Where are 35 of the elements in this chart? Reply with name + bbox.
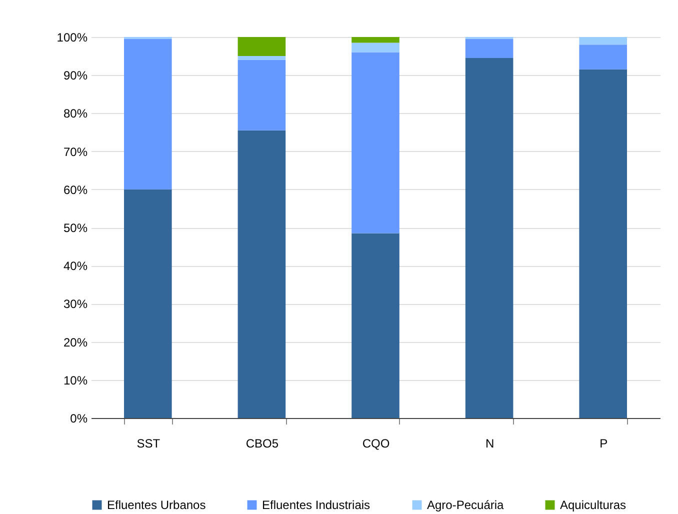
bar [465, 58, 514, 418]
x-tick-label: SST [136, 436, 161, 450]
bar [352, 52, 400, 234]
bar [238, 37, 286, 56]
bar [352, 42, 400, 52]
legend-label: Aquiculturas [560, 498, 626, 512]
y-tick-label: 40% [63, 259, 88, 274]
y-tick-label: 10% [63, 373, 88, 388]
bar [579, 37, 627, 45]
bar [465, 38, 514, 58]
x-tick-label: P [600, 436, 608, 450]
bar [579, 44, 627, 70]
y-tick-label: 80% [63, 106, 88, 121]
bar [579, 69, 627, 418]
bar [238, 60, 286, 130]
bar [352, 37, 400, 43]
x-tick-label: CBO5 [246, 436, 279, 450]
bar [124, 189, 172, 418]
bar [352, 233, 400, 418]
x-tick-label: CQO [362, 436, 390, 450]
y-tick-label: 30% [63, 297, 88, 312]
legend-label: Efluentes Urbanos [107, 498, 206, 512]
y-tick-label: 60% [63, 182, 88, 197]
y-tick-label: 50% [63, 221, 88, 235]
bar [238, 56, 286, 60]
legend-label: Efluentes Industriais [262, 498, 370, 512]
y-tick-label: 90% [63, 68, 88, 83]
bar [238, 130, 286, 418]
y-tick-label: 70% [63, 144, 88, 159]
y-tick-label: 100% [56, 30, 88, 44]
y-tick-label: 0% [70, 412, 88, 426]
bar [124, 38, 172, 190]
y-tick-label: 20% [63, 335, 88, 350]
x-tick-label: N [485, 436, 494, 450]
legend-label: Agro-Pecuária [427, 498, 504, 512]
